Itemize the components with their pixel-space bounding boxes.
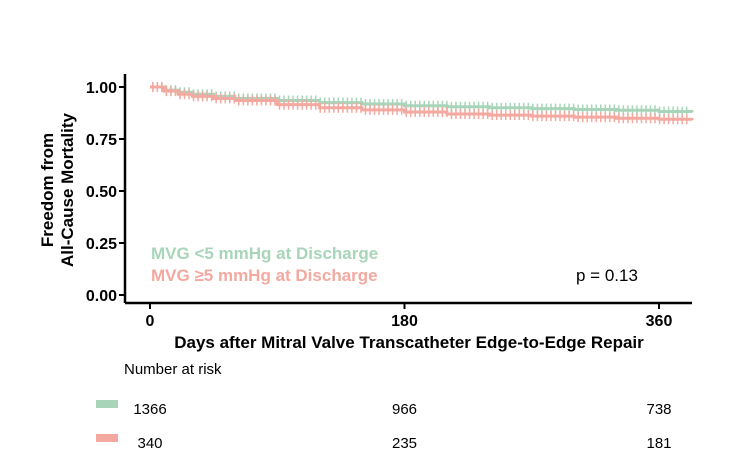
y-axis-label-line1: Freedom from bbox=[38, 133, 57, 247]
risk-table: 1366 966 738 340 235 181 bbox=[96, 400, 672, 452]
y-ticks: 0.00 0.25 0.50 0.75 1.00 bbox=[86, 80, 125, 305]
y-tick-label: 0.75 bbox=[86, 132, 117, 149]
x-tick-label: 180 bbox=[391, 313, 418, 330]
y-tick-label: 0.00 bbox=[86, 288, 117, 305]
risk-row-swatch bbox=[96, 400, 118, 408]
y-tick-label: 0.50 bbox=[86, 184, 117, 201]
risk-count: 181 bbox=[646, 435, 671, 452]
x-ticks: 0 180 360 bbox=[146, 303, 673, 330]
p-value-annotation: p = 0.13 bbox=[576, 266, 638, 285]
km-line-series-2 bbox=[150, 85, 694, 121]
y-tick-label: 0.25 bbox=[86, 236, 117, 253]
y-tick-label: 1.00 bbox=[86, 80, 117, 97]
censor-marks-series-2 bbox=[152, 82, 688, 125]
risk-count: 235 bbox=[392, 435, 417, 452]
x-tick-label: 360 bbox=[646, 313, 673, 330]
risk-table-title: Number at risk bbox=[124, 361, 222, 378]
series-layer bbox=[150, 82, 694, 125]
legend-label-mvg-ge5: MVG ≥5 mmHg at Discharge bbox=[151, 266, 378, 285]
risk-row-swatch bbox=[96, 434, 118, 442]
risk-count: 340 bbox=[137, 435, 162, 452]
y-axis-label-line2: All-Cause Mortality bbox=[58, 112, 77, 267]
x-axis-label: Days after Mitral Valve Transcatheter Ed… bbox=[174, 333, 644, 352]
risk-count: 738 bbox=[646, 401, 671, 418]
legend-label-mvg-lt5: MVG <5 mmHg at Discharge bbox=[151, 244, 378, 263]
risk-count: 966 bbox=[392, 401, 417, 418]
x-tick-label: 0 bbox=[146, 313, 155, 330]
risk-count: 1366 bbox=[133, 401, 166, 418]
